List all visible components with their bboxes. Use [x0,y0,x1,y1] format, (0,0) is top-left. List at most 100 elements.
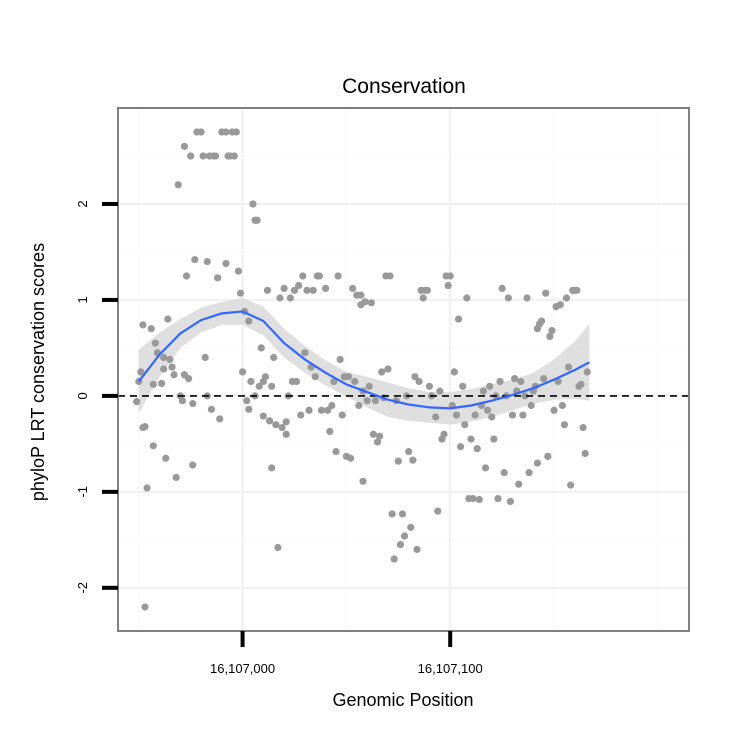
data-point [317,406,326,414]
data-point [137,368,145,376]
data-point [386,272,394,280]
data-point [376,432,384,440]
data-point [257,344,265,352]
data-point [467,435,475,443]
data-point [577,380,585,388]
data-point [407,523,415,531]
data-point [363,397,371,405]
data-point [334,272,342,280]
data-point [201,353,209,362]
data-point [322,284,330,293]
data-point [517,377,525,386]
data-point [197,128,205,136]
data-point [222,128,230,136]
data-point [525,469,533,477]
data-point [562,294,571,302]
y-tick-label: 0 [75,392,90,399]
smooth-trend-line [137,310,590,410]
data-point [178,397,186,405]
data-point [143,484,151,492]
data-point [519,411,527,419]
data-point [556,301,564,309]
data-point [295,281,303,290]
data-point [305,406,313,414]
data-point [255,382,263,390]
data-point [184,375,193,383]
data-point [268,382,276,390]
data-point [452,411,461,419]
data-point [351,377,359,386]
data-point [139,321,147,329]
data-point [444,281,452,290]
points-layer [133,128,591,611]
data-point [328,401,336,410]
data-point [315,272,324,280]
data-point [498,284,506,293]
data-point [471,411,479,419]
data-point [344,373,353,381]
data-point [483,406,492,414]
data-point [245,317,253,325]
data-point [166,355,174,364]
data-point [326,427,334,435]
data-point [579,423,587,432]
data-point [309,286,317,294]
data-point [459,382,467,390]
data-point [336,355,344,364]
x-axis-title: Genomic Position [332,690,473,710]
data-point [542,289,550,297]
data-point [162,454,170,462]
data-point [349,284,357,293]
data-point [537,317,546,325]
data-point [490,435,498,443]
data-point [560,421,569,429]
data-point [521,392,529,400]
data-point [583,368,591,376]
data-point [508,411,517,419]
data-point [311,373,319,381]
data-point [540,375,548,383]
data-point [357,291,365,299]
data-point [282,430,290,438]
data-point [234,267,243,275]
data-point [390,555,398,563]
data-point [160,353,168,362]
data-point [486,382,494,390]
data-point [276,294,284,302]
data-point [573,286,581,294]
data-point [388,510,396,518]
y-axis-title: phyloP LRT conservation scores [28,243,48,501]
data-point [174,181,182,189]
data-point [222,259,230,268]
data-point [324,406,332,414]
data-point [523,294,531,302]
data-point [475,495,483,504]
data-point [141,422,149,431]
data-point [413,545,421,554]
data-point [297,411,305,419]
data-point [164,315,172,323]
data-point [440,430,448,438]
data-point [182,272,191,280]
data-point [378,368,386,376]
data-point [203,257,211,266]
data-point [400,532,409,540]
data-point [278,423,286,432]
data-point [494,494,502,503]
data-point [263,286,272,294]
data-point [149,442,157,450]
data-point [405,447,413,456]
data-point [558,401,566,410]
data-point [457,443,465,451]
data-point [365,382,373,390]
data-point [546,332,554,340]
data-point [564,363,573,371]
data-point [172,473,180,482]
data-point [274,543,282,552]
chart-title: Conservation [342,75,466,98]
data-point [249,200,257,208]
data-point [434,507,442,515]
data-point [253,216,261,224]
data-point [398,510,407,518]
